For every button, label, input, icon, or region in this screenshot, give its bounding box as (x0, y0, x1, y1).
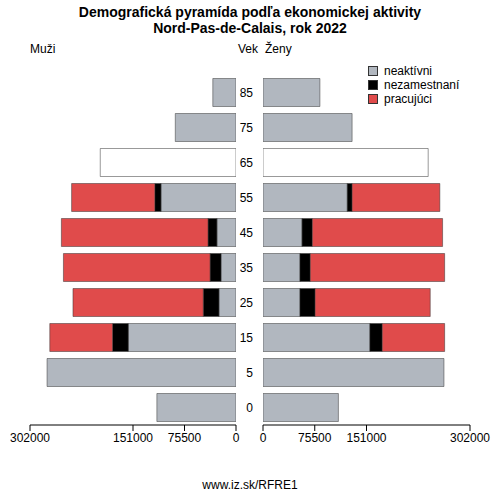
svg-text:302000: 302000 (10, 431, 50, 445)
html-text:Vek: Vek (238, 42, 258, 56)
html-text:pracujúci: pracujúci (384, 92, 432, 106)
svg-text:85: 85 (240, 86, 254, 100)
svg-text:0: 0 (233, 431, 240, 445)
svg-text:75500: 75500 (168, 431, 202, 445)
svg-text:302000: 302000 (450, 431, 490, 445)
svg-text:75500: 75500 (298, 431, 332, 445)
svg-text:55: 55 (240, 191, 254, 205)
svg-text:65: 65 (240, 156, 254, 170)
svg-text:45: 45 (240, 226, 254, 240)
html-text:Nord-Pas-de-Calais, rok 2022: Nord-Pas-de-Calais, rok 2022 (153, 20, 347, 36)
svg-text:0: 0 (260, 431, 267, 445)
svg-text:15: 15 (240, 331, 254, 345)
svg-text:151000: 151000 (346, 431, 386, 445)
html-text:Ženy: Ženy (265, 42, 292, 56)
svg-text:35: 35 (240, 261, 254, 275)
svg-text:5: 5 (246, 366, 253, 380)
svg-text:75: 75 (240, 121, 254, 135)
html-text:www.iz.sk/RFRE1: www.iz.sk/RFRE1 (202, 478, 298, 492)
html-text:Muži: Muži (30, 42, 56, 56)
html-text:nezamestnaní: nezamestnaní (384, 78, 460, 92)
svg-text:151000: 151000 (113, 431, 153, 445)
svg-text:25: 25 (240, 296, 254, 310)
html-text:neaktívni: neaktívni (384, 64, 432, 78)
svg-text:0: 0 (246, 401, 253, 415)
html-text:Demografická pyramída podľa ek: Demografická pyramída podľa ekonomickej … (78, 4, 422, 20)
